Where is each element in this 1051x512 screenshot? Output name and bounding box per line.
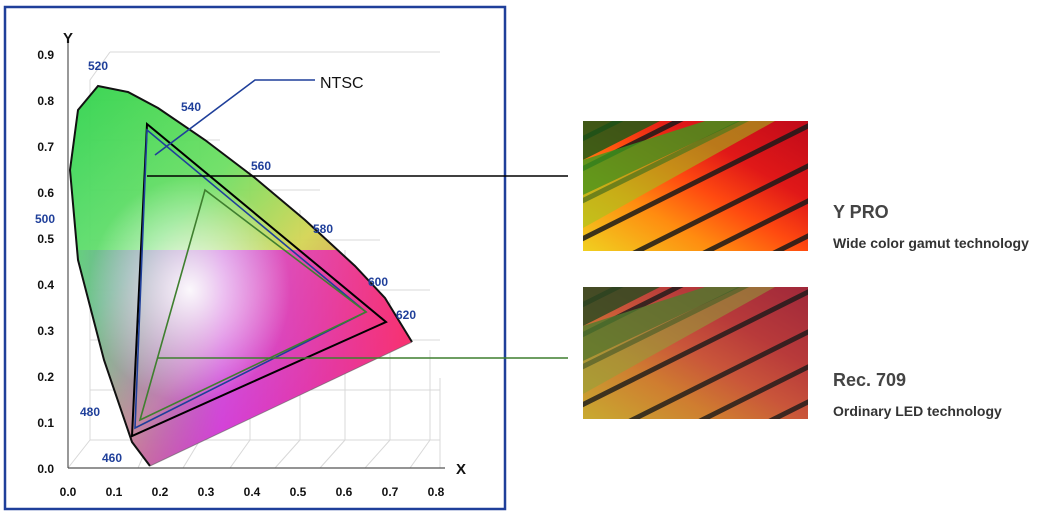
- x-tick-label: 0.0: [60, 485, 77, 499]
- wavelength-label: 620: [396, 308, 416, 322]
- purple-line: [149, 341, 413, 467]
- wavelength-label: 600: [368, 275, 388, 289]
- x-tick-label: 0.4: [244, 485, 261, 499]
- x-tick-label: 0.5: [290, 485, 307, 499]
- x-tick-label: 0.7: [382, 485, 399, 499]
- y-tick-label: 0.0: [37, 462, 54, 476]
- x-tick-label: 0.3: [198, 485, 215, 499]
- rec709-title: Rec. 709: [833, 370, 906, 390]
- ntsc-label: NTSC: [320, 75, 364, 92]
- ntsc-leader-line: [154, 79, 315, 156]
- x-tick-label: 0.2: [152, 485, 169, 499]
- ntsc-gamut-triangle: [134, 128, 368, 430]
- wavelength-label: 560: [251, 159, 271, 173]
- rec709-sample-image: [583, 287, 808, 419]
- wavelength-label: 480: [80, 405, 100, 419]
- y-tick-label: 0.4: [37, 278, 54, 292]
- y-tick-label: 0.7: [37, 140, 54, 154]
- wavelength-label: 540: [181, 100, 201, 114]
- x-tick-label: 0.8: [428, 485, 445, 499]
- ypro-title: Y PRO: [833, 202, 889, 222]
- spectral-locus: [68, 84, 413, 467]
- y-tick-label: 0.1: [37, 416, 54, 430]
- y-tick-label: 0.5: [37, 232, 54, 246]
- ypro-subtitle: Wide color gamut technology: [833, 235, 1029, 251]
- y-tick-label: 0.3: [37, 324, 54, 338]
- y-tick-label: 0.2: [37, 370, 54, 384]
- ypro-gamut-triangle: [130, 121, 388, 438]
- axes: [67, 40, 445, 469]
- y-tick-labels: 0.0 0.1 0.2 0.3 0.4 0.5 0.6 0.7 0.8 0.9: [37, 48, 54, 476]
- x-tick-labels: 0.0 0.1 0.2 0.3 0.4 0.5 0.6 0.7 0.8: [60, 485, 445, 499]
- y-tick-label: 0.6: [37, 186, 54, 200]
- rec709-gamut-triangle: [138, 188, 368, 422]
- wavelength-label: 460: [102, 451, 122, 465]
- y-tick-label: 0.8: [37, 94, 54, 108]
- y-tick-label: 0.9: [37, 48, 54, 62]
- ypro-sample-image: [583, 121, 808, 251]
- wavelength-label: 580: [313, 222, 333, 236]
- wavelength-label: 500: [35, 212, 55, 226]
- x-tick-label: 0.6: [336, 485, 353, 499]
- x-tick-label: 0.1: [106, 485, 123, 499]
- wavelength-label: 520: [88, 59, 108, 73]
- wavelength-labels: 460 480 500 520 540 560 580 600 620: [35, 59, 416, 465]
- rec709-subtitle: Ordinary LED technology: [833, 403, 1002, 419]
- x-axis-label: X: [456, 461, 466, 478]
- y-axis-label: Y: [63, 30, 73, 47]
